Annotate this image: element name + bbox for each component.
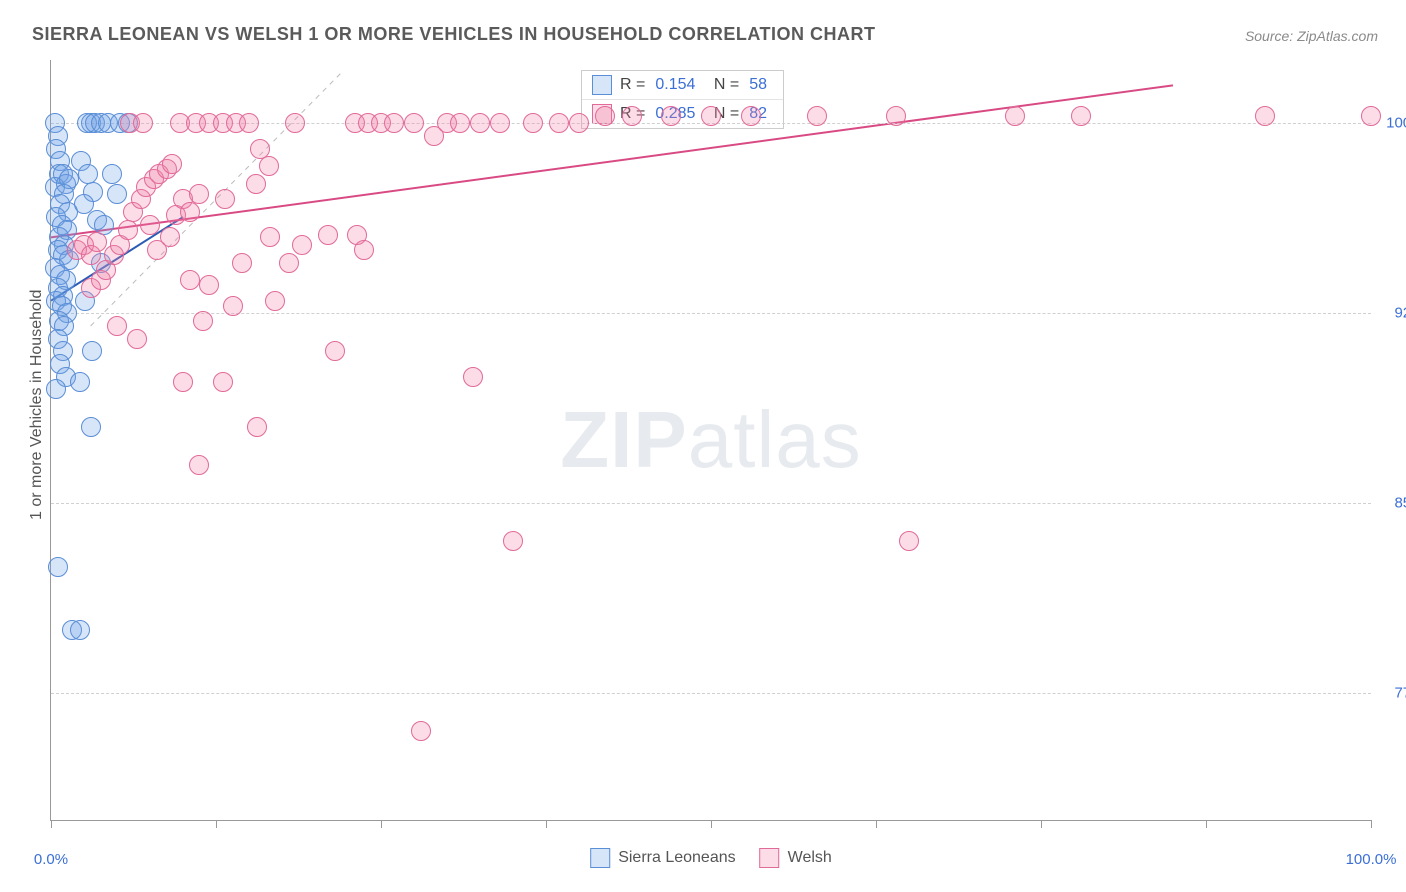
data-point xyxy=(70,620,90,640)
data-point xyxy=(807,106,827,126)
x-tick xyxy=(711,820,712,828)
data-point xyxy=(265,291,285,311)
data-point xyxy=(503,531,523,551)
y-tick-label: 92.5% xyxy=(1394,305,1406,322)
data-point xyxy=(48,557,68,577)
data-point xyxy=(213,372,233,392)
chart-title: SIERRA LEONEAN VS WELSH 1 OR MORE VEHICL… xyxy=(32,24,876,45)
data-point xyxy=(140,215,160,235)
data-point xyxy=(1255,106,1275,126)
data-point xyxy=(450,113,470,133)
data-point xyxy=(199,275,219,295)
y-tick-label: 100.0% xyxy=(1386,115,1406,132)
data-point xyxy=(82,341,102,361)
legend-item: Welsh xyxy=(760,848,832,868)
data-point xyxy=(899,531,919,551)
x-tick-label: 100.0% xyxy=(1346,851,1397,868)
data-point xyxy=(661,106,681,126)
data-point xyxy=(595,106,615,126)
data-point xyxy=(173,372,193,392)
x-tick xyxy=(1206,820,1207,828)
data-point xyxy=(292,235,312,255)
x-tick xyxy=(216,820,217,828)
gridline xyxy=(51,503,1371,504)
data-point xyxy=(162,154,182,174)
data-point xyxy=(490,113,510,133)
data-point xyxy=(246,174,266,194)
data-point xyxy=(549,113,569,133)
y-axis-label: 1 or more Vehicles in Household xyxy=(28,290,46,520)
data-point xyxy=(1071,106,1091,126)
x-tick xyxy=(51,820,52,828)
data-point xyxy=(70,372,90,392)
stats-r-value: 0.154 xyxy=(655,76,695,94)
data-point xyxy=(622,106,642,126)
data-point xyxy=(180,202,200,222)
data-point xyxy=(523,113,543,133)
legend-label: Welsh xyxy=(788,849,832,867)
legend-swatch xyxy=(760,848,780,868)
x-axis-legend: Sierra Leoneans Welsh xyxy=(590,848,832,868)
x-tick-label: 0.0% xyxy=(34,851,68,868)
scatter-plot: ZIPatlas R =0.154 N =58R =0.285 N =82 Si… xyxy=(50,60,1371,821)
legend-label: Sierra Leoneans xyxy=(618,849,735,867)
gridline xyxy=(51,313,1371,314)
x-tick xyxy=(1371,820,1372,828)
data-point xyxy=(133,113,153,133)
x-tick xyxy=(876,820,877,828)
x-tick xyxy=(381,820,382,828)
data-point xyxy=(285,113,305,133)
source-label: Source: ZipAtlas.com xyxy=(1245,28,1378,44)
data-point xyxy=(1361,106,1381,126)
data-point xyxy=(411,721,431,741)
data-point xyxy=(325,341,345,361)
x-tick xyxy=(1041,820,1042,828)
data-point xyxy=(259,156,279,176)
data-point xyxy=(180,270,200,290)
stats-n-label: N = xyxy=(709,76,739,94)
data-point xyxy=(569,113,589,133)
data-point xyxy=(46,379,66,399)
trend-lines-layer xyxy=(51,60,1371,820)
stats-row: R = 0.154 N = 58 xyxy=(582,71,783,99)
data-point xyxy=(247,417,267,437)
data-point xyxy=(1005,106,1025,126)
legend-swatch xyxy=(590,848,610,868)
data-point xyxy=(215,189,235,209)
data-point xyxy=(118,220,138,240)
data-point xyxy=(160,227,180,247)
data-point xyxy=(279,253,299,273)
gridline xyxy=(51,693,1371,694)
data-point xyxy=(107,316,127,336)
stats-n-value: 58 xyxy=(749,76,767,94)
data-point xyxy=(384,113,404,133)
data-point xyxy=(102,164,122,184)
data-point xyxy=(404,113,424,133)
legend-swatch xyxy=(592,75,612,95)
y-tick-label: 85.0% xyxy=(1394,495,1406,512)
data-point xyxy=(193,311,213,331)
data-point xyxy=(87,232,107,252)
data-point xyxy=(470,113,490,133)
data-point xyxy=(81,417,101,437)
data-point xyxy=(741,106,761,126)
data-point xyxy=(127,329,147,349)
data-point xyxy=(223,296,243,316)
data-point xyxy=(232,253,252,273)
data-point xyxy=(318,225,338,245)
data-point xyxy=(886,106,906,126)
data-point xyxy=(107,184,127,204)
data-point xyxy=(189,455,209,475)
y-tick-label: 77.5% xyxy=(1394,685,1406,702)
data-point xyxy=(189,184,209,204)
data-point xyxy=(239,113,259,133)
data-point xyxy=(354,240,374,260)
data-point xyxy=(463,367,483,387)
stats-r-label: R = xyxy=(620,76,645,94)
data-point xyxy=(701,106,721,126)
data-point xyxy=(260,227,280,247)
x-tick xyxy=(546,820,547,828)
legend-item: Sierra Leoneans xyxy=(590,848,735,868)
